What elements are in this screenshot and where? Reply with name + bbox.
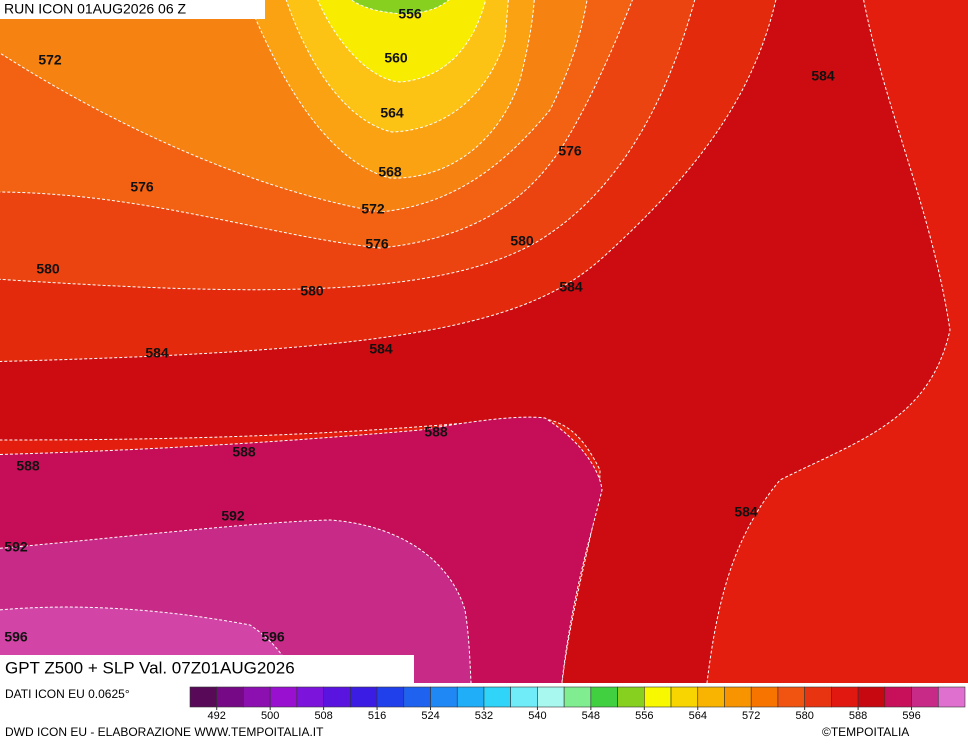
- contour-label: 584: [734, 504, 758, 520]
- contour-label: 596: [261, 629, 285, 645]
- colorbar-swatch: [537, 686, 565, 708]
- colorbar-swatch: [644, 686, 672, 708]
- credit-right: ©TEMPOITALIA: [822, 725, 909, 739]
- colorbar-swatch: [590, 686, 618, 708]
- colorbar-swatch: [376, 686, 405, 708]
- contour-label: 588: [232, 444, 256, 460]
- contour-label: 580: [36, 261, 60, 277]
- contour-label: 568: [378, 164, 402, 180]
- colorbar-swatch: [350, 686, 378, 708]
- header-box: [0, 0, 265, 19]
- contour-label: 584: [811, 68, 835, 84]
- colorbar-swatch: [831, 686, 859, 708]
- contour-label: 588: [16, 458, 40, 474]
- contour-label: 564: [380, 105, 404, 121]
- colorbar: 492 500 508 516 524 532 540 548 556 564 572 580 588 5…: [189, 686, 966, 722]
- contour-label: 576: [130, 179, 154, 195]
- colorbar-swatch: [724, 686, 752, 708]
- contour-label: 588: [424, 424, 448, 440]
- colorbar-tick-label: 572: [742, 710, 760, 722]
- contour-band: [350, 0, 450, 15]
- colorbar-tick-label: 532: [475, 710, 493, 722]
- colorbar-swatch: [403, 686, 431, 708]
- contour-label: 584: [369, 341, 393, 357]
- contour-label: 592: [4, 539, 28, 555]
- contour-label: 580: [300, 283, 324, 299]
- colorbar-swatch: [911, 686, 939, 708]
- colorbar-tick-label: 492: [208, 710, 226, 722]
- contour-label: 596: [4, 629, 28, 645]
- colorbar-tick-label: 516: [368, 710, 386, 722]
- colorbar-swatch: [670, 686, 699, 708]
- contour-label: 584: [145, 345, 169, 361]
- colorbar-tick-label: 564: [689, 710, 707, 722]
- contour-label: 572: [361, 201, 385, 217]
- colorbar-swatch: [456, 686, 485, 708]
- colorbar-swatch: [857, 686, 886, 708]
- colorbar-tick-label: 508: [314, 710, 332, 722]
- colorbar-swatch: [777, 686, 805, 708]
- colorbar-swatch: [483, 686, 511, 708]
- colorbar-swatch: [750, 686, 779, 708]
- colorbar-swatch: [563, 686, 592, 708]
- contour-label: 560: [384, 50, 408, 66]
- colorbar-tick-label: 548: [582, 710, 600, 722]
- colorbar-tick-label: 540: [528, 710, 546, 722]
- contour-label: 592: [221, 508, 245, 524]
- contour-labels: 556 560 564 568 572 572 576 576 576 580 …: [4, 6, 835, 645]
- contour-label: 572: [38, 52, 62, 68]
- colorbar-swatch: [189, 686, 218, 708]
- colorbar-swatch: [804, 686, 832, 708]
- colorbar-tick-label: 524: [421, 710, 439, 722]
- colorbar-swatch: [430, 686, 458, 708]
- contour-band: [317, 0, 487, 83]
- colorbar-tick-label: 596: [902, 710, 920, 722]
- map: [0, 0, 968, 683]
- colorbar-tick-label: 580: [795, 710, 813, 722]
- contour-label: 576: [365, 236, 389, 252]
- credit-left: DWD ICON EU - ELABORAZIONE WWW.TEMPOITAL…: [5, 725, 324, 739]
- source-label: DATI ICON EU 0.0625°: [5, 687, 130, 701]
- colorbar-swatch: [216, 686, 244, 708]
- title-box: [0, 655, 414, 683]
- contour-label: 556: [398, 6, 422, 22]
- colorbar-swatch: [937, 686, 966, 708]
- contour-label: 580: [510, 233, 534, 249]
- colorbar-swatch: [323, 686, 351, 708]
- colorbar-swatch: [697, 686, 725, 708]
- colorbar-swatch: [884, 686, 912, 708]
- colorbar-swatch: [296, 686, 324, 708]
- colorbar-swatch: [243, 686, 271, 708]
- colorbar-tick-label: 500: [261, 710, 279, 722]
- contour-label: 584: [559, 279, 583, 295]
- contour-label: 576: [558, 143, 582, 159]
- colorbar-tick-label: 588: [849, 710, 867, 722]
- colorbar-swatch: [510, 686, 538, 708]
- map-title: GPT Z500 + SLP Val. 07Z01AUG2026: [5, 658, 295, 677]
- run-header: RUN ICON 01AUG2026 06 Z: [4, 1, 187, 17]
- colorbar-swatch: [269, 686, 298, 708]
- colorbar-swatch: [617, 686, 645, 708]
- colorbar-tick-label: 556: [635, 710, 653, 722]
